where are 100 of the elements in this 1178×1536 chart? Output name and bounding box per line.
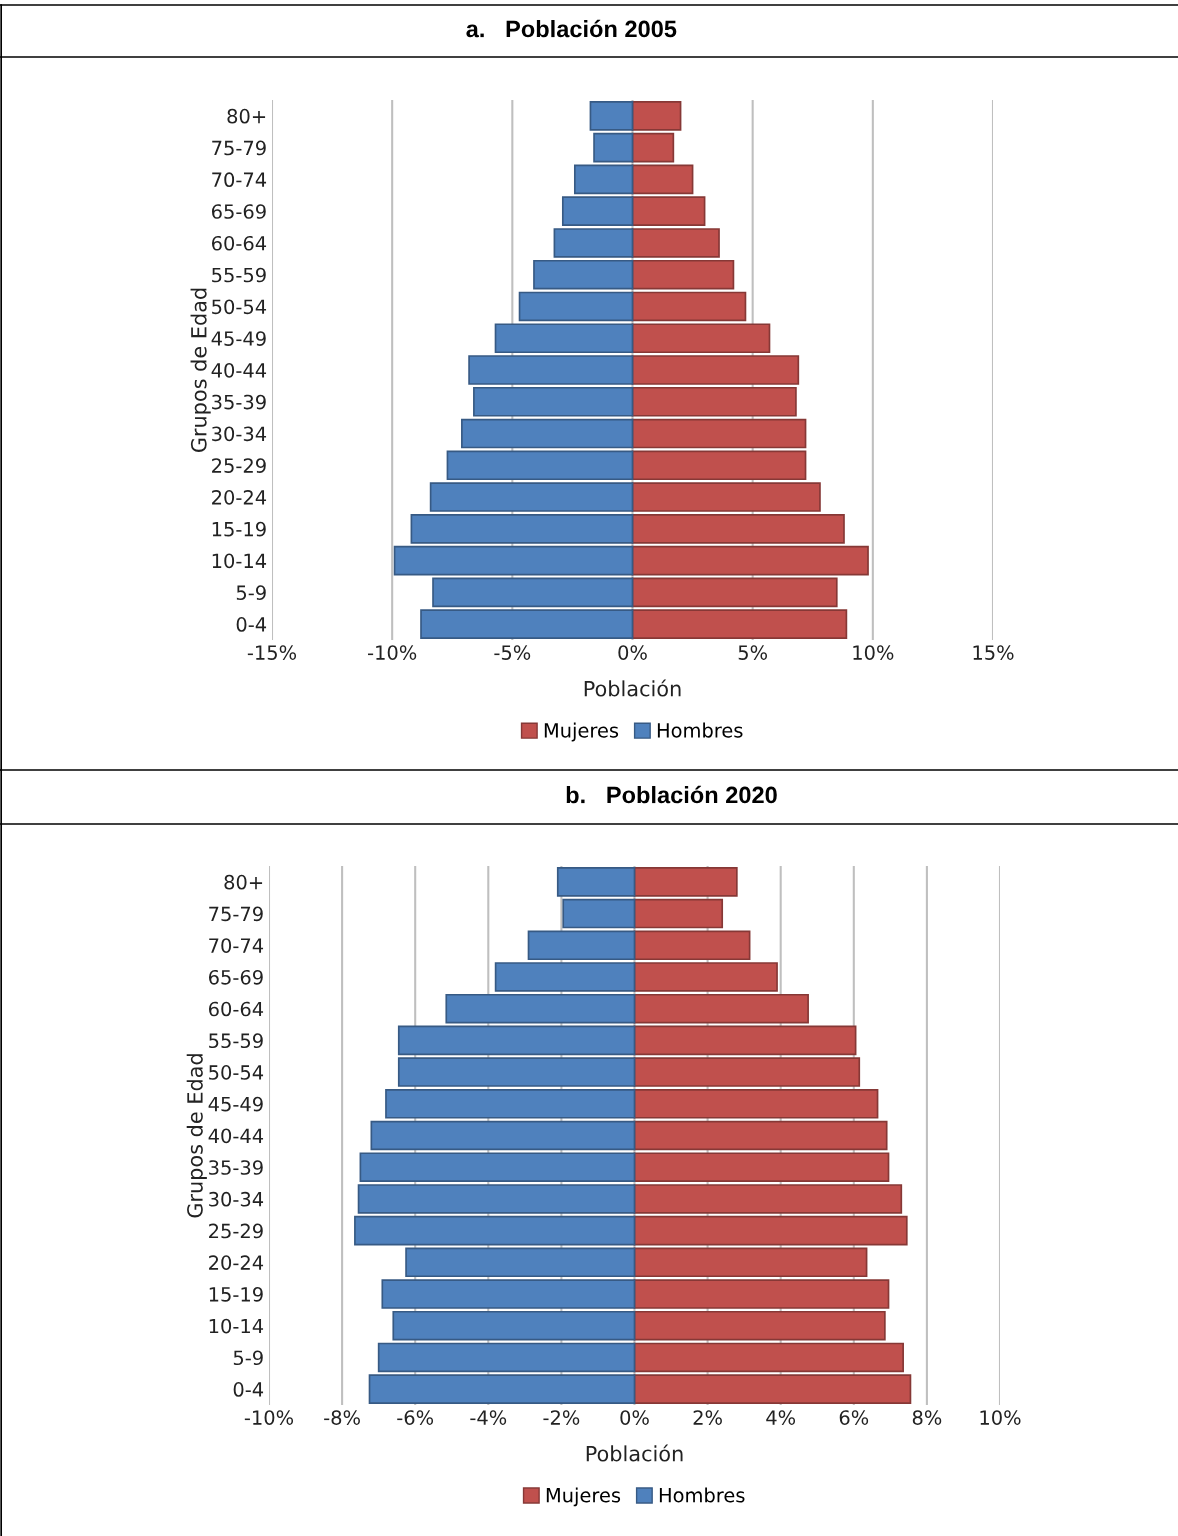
bar [561,196,634,226]
bar [397,1025,636,1056]
y-tick-label: 45-49 [211,331,266,346]
y-tick-label: 0-4 [233,1382,264,1397]
bar [393,545,634,576]
bar [631,482,821,512]
y-tick-label: 60-64 [212,235,267,251]
y-tick-label: 10-14 [209,1318,264,1334]
y-tick-label: 35-39 [212,394,266,410]
bar [397,1057,636,1087]
bar [461,418,634,449]
bar [556,867,636,897]
legend-label: Mujeres [544,722,619,742]
y-axis-title: Grupos de Edad [190,288,211,453]
bar [631,259,735,290]
bar [429,482,634,512]
x-tick-label: 10% [853,645,894,660]
bar [631,609,848,639]
x-tick-label: -10% [368,645,417,660]
bar [562,898,636,929]
bar [633,1057,861,1087]
y-tick-label: 10-14 [212,553,267,569]
bar [631,101,682,131]
y-tick-label: 75-79 [209,906,263,922]
y-tick-label: 55-59 [212,267,266,283]
y-tick-label: 50-54 [209,1065,264,1080]
y-tick-label: 80+ [227,108,266,124]
bar [631,132,675,163]
bar [631,386,797,417]
bar [432,577,634,608]
bar [633,898,724,929]
bar [633,1374,912,1404]
chart-title: a. Población 2005 [466,19,677,38]
x-tick-label: -2% [543,1410,580,1425]
bar [410,514,634,544]
legend-label: Hombres [657,722,743,738]
bar [385,1089,636,1119]
bar [573,164,634,195]
bar [405,1247,636,1278]
y-tick-label: 65-69 [212,204,266,219]
y-tick-label: 65-69 [209,969,263,985]
y-tick-label: 55-59 [209,1033,263,1049]
bar [553,228,634,258]
bar [494,962,636,992]
bar [633,867,738,897]
x-tick-label: 6% [839,1410,869,1425]
bar [368,1374,636,1404]
bar [633,1120,888,1151]
y-tick-label: 75-79 [212,140,266,156]
y-tick-label: 5-9 [236,585,266,601]
y-tick-label: 60-64 [209,1001,264,1017]
x-tick-label: -10% [244,1410,294,1425]
x-tick-label: 2% [693,1410,722,1425]
bar [468,355,634,385]
y-tick-label: 40-44 [208,1128,264,1144]
bar [446,450,634,481]
bar [631,418,807,449]
y-tick-label: 50-54 [212,299,267,315]
bar [633,1152,890,1182]
bar [633,1342,904,1373]
y-tick-label: 25-29 [212,458,266,473]
bar [631,577,838,608]
y-tick-label: 70-74 [209,938,264,953]
x-tick-label: 0% [618,645,647,660]
bar [631,196,706,226]
y-tick-label: 20-24 [212,490,267,505]
y-tick-label: 40-44 [211,362,267,378]
legend-label: Hombres [659,1487,745,1503]
bar [633,993,809,1024]
bar [633,1310,886,1341]
bar [633,1025,857,1056]
y-tick-label: 30-34 [212,426,267,442]
x-tick-label: -5% [494,645,531,660]
y-tick-label: 0-4 [236,617,267,632]
y-tick-label: 35-39 [209,1160,263,1175]
x-tick-label: -4% [470,1410,507,1425]
bar [473,386,634,417]
bar [420,609,634,639]
x-tick-label: 5% [738,645,768,660]
bar [631,514,845,544]
y-tick-label: 5-9 [233,1350,263,1366]
y-tick-label: 15-19 [209,1286,263,1302]
y-tick-label: 20-24 [209,1255,264,1270]
bar [370,1120,636,1151]
bar [518,291,634,322]
x-tick-label: 8% [912,1410,942,1425]
y-tick-label: 25-29 [209,1223,263,1239]
bar [633,1089,879,1119]
x-tick-label: -8% [324,1410,360,1425]
x-tick-label: 15% [973,645,1014,660]
bar [381,1279,636,1309]
chart-title: b. Población 2020 [566,785,777,804]
bar [631,323,771,354]
bar [527,930,636,961]
x-axis-title: Población [584,679,681,697]
x-tick-label: 4% [766,1410,796,1425]
y-tick-label: 30-34 [209,1191,264,1207]
bar [445,993,636,1024]
y-tick-label: 15-19 [212,521,266,537]
bar [631,291,747,322]
